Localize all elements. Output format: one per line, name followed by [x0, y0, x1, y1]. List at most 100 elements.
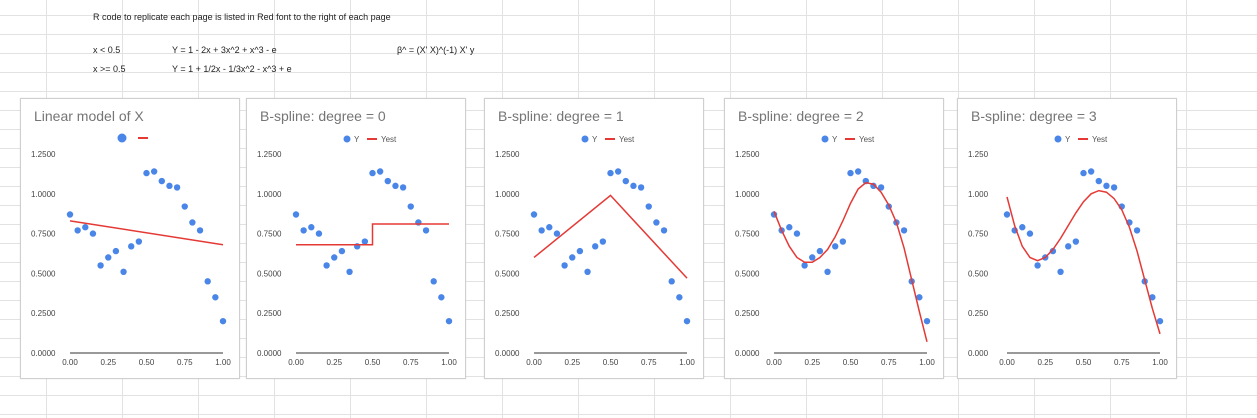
x-tick-label: 0.75 — [641, 358, 657, 367]
y-tick-label: 0.7500 — [495, 230, 520, 239]
y-tick-label: 1.0000 — [257, 190, 282, 199]
data-point — [614, 168, 622, 175]
x-tick-label: 0.75 — [1114, 358, 1130, 367]
data-point — [323, 262, 330, 269]
chart-bspline-degree-3[interactable]: B-spline: degree = 3 0.000 0.250 0.500 0.75… — [957, 98, 1177, 379]
chart-linear-model[interactable]: Linear model of X 0.0000 0.2500 0.5000 0.75… — [20, 98, 240, 379]
data-point — [308, 224, 315, 231]
data-point — [112, 247, 120, 255]
x-tick-label: 0.50 — [139, 358, 155, 367]
x-tick-label: 0.50 — [365, 358, 381, 367]
x-tick-label: 0.25 — [100, 358, 116, 367]
y-tick-label: 0.5000 — [495, 269, 520, 278]
legend-label-yest: Yest — [1092, 135, 1108, 144]
data-point — [553, 230, 561, 237]
chart-bspline-degree-2[interactable]: B-spline: degree = 2 0.0000 0.2500 0.5000 0… — [724, 98, 944, 379]
data-point — [1003, 211, 1011, 218]
data-point — [824, 268, 831, 276]
data-point — [569, 254, 576, 261]
data-point — [816, 247, 824, 255]
x-tick-label: 0.00 — [999, 358, 1015, 367]
sheet-note[interactable]: R code to replicate each page is listed … — [93, 12, 391, 22]
data-point — [430, 278, 437, 285]
data-point — [392, 182, 399, 190]
cell-condition-1[interactable]: x < 0.5 — [93, 45, 121, 55]
y-tick-label: 0.000 — [968, 349, 989, 358]
data-point — [1019, 224, 1026, 231]
y-tick-label: 1.000 — [968, 190, 989, 199]
chart-title: B-spline: degree = 1 — [498, 108, 624, 124]
fit-line — [533, 194, 688, 279]
chart-plot: 0.0000 0.2500 0.5000 0.7500 1.0000 1.2500 0.00… — [495, 135, 695, 367]
legend-marker-y — [343, 135, 351, 143]
data-point — [1049, 247, 1057, 255]
data-point — [97, 262, 104, 269]
y-tick-label: 0.5000 — [257, 269, 282, 278]
x-tick-label: 0.75 — [177, 358, 193, 367]
y-tick-label: 0.2500 — [735, 309, 760, 318]
data-point — [143, 169, 150, 177]
fit-line — [1006, 189, 1161, 335]
data-point — [1080, 169, 1087, 177]
data-point — [445, 317, 453, 325]
data-point — [683, 317, 691, 325]
data-point — [668, 278, 675, 285]
x-tick-label: 1.00 — [215, 358, 231, 367]
y-tick-label: 0.250 — [968, 309, 989, 318]
x-tick-label: 0.50 — [843, 358, 859, 367]
data-point — [877, 184, 885, 191]
legend-label-yest: Yest — [381, 135, 397, 144]
data-point — [158, 177, 165, 185]
x-tick-label: 0.25 — [804, 358, 820, 367]
data-point — [592, 243, 599, 250]
chart-plot: 0.0000 0.2500 0.5000 0.7500 1.0000 1.2500 0.00… — [735, 135, 935, 367]
data-point — [809, 254, 816, 261]
cell-formula-2[interactable]: Y = 1 + 1/2x - 1/3x^2 - x^3 + e — [172, 64, 292, 74]
data-point — [166, 182, 173, 190]
cell-condition-2[interactable]: x >= 0.5 — [93, 64, 126, 74]
data-point — [599, 238, 607, 245]
legend-label-y: Y — [832, 135, 838, 144]
legend-label-y: Y — [354, 135, 360, 144]
data-point — [854, 168, 862, 175]
data-point — [422, 227, 430, 234]
y-tick-label: 1.0000 — [495, 190, 520, 199]
chart-bspline-degree-0[interactable]: B-spline: degree = 0 0.0000 0.2500 0.5000 0… — [246, 98, 466, 379]
data-point — [653, 219, 660, 226]
data-point — [74, 227, 81, 234]
x-tick-label: 0.25 — [326, 358, 342, 367]
y-tick-label: 1.250 — [968, 150, 989, 159]
y-tick-label: 0.0000 — [735, 349, 760, 358]
data-point — [1103, 182, 1110, 190]
data-point — [1110, 184, 1118, 191]
y-tick-label: 0.5000 — [31, 269, 56, 278]
y-tick-label: 0.7500 — [735, 230, 760, 239]
x-tick-label: 1.00 — [441, 358, 457, 367]
cell-beta-formula[interactable]: β^ = (X' X)^(-1) X' y — [397, 45, 475, 55]
x-tick-label: 0.75 — [403, 358, 419, 367]
x-tick-label: 0.25 — [564, 358, 580, 367]
data-point — [630, 182, 637, 190]
data-point — [1087, 168, 1095, 175]
legend-label-y: Y — [1065, 135, 1071, 144]
chart-bspline-degree-1[interactable]: B-spline: degree = 1 0.0000 0.2500 0.5000 0… — [484, 98, 704, 379]
data-point — [1095, 177, 1102, 185]
data-point — [315, 230, 323, 237]
data-point — [607, 169, 614, 177]
data-point — [128, 243, 135, 250]
data-point — [1133, 227, 1141, 234]
data-point — [916, 294, 923, 301]
cell-formula-1[interactable]: Y = 1 - 2x + 3x^2 + x^3 - e — [172, 45, 277, 55]
data-point — [407, 203, 414, 210]
y-tick-label: 1.0000 — [31, 190, 56, 199]
chart-title: B-spline: degree = 3 — [971, 108, 1097, 124]
y-tick-label: 0.750 — [968, 230, 989, 239]
data-point — [120, 268, 127, 276]
data-point — [66, 211, 74, 218]
data-point — [384, 177, 391, 185]
y-tick-label: 0.7500 — [31, 230, 56, 239]
x-tick-label: 1.00 — [679, 358, 695, 367]
data-point — [150, 168, 158, 175]
data-point — [338, 247, 346, 255]
data-point — [1149, 294, 1156, 301]
